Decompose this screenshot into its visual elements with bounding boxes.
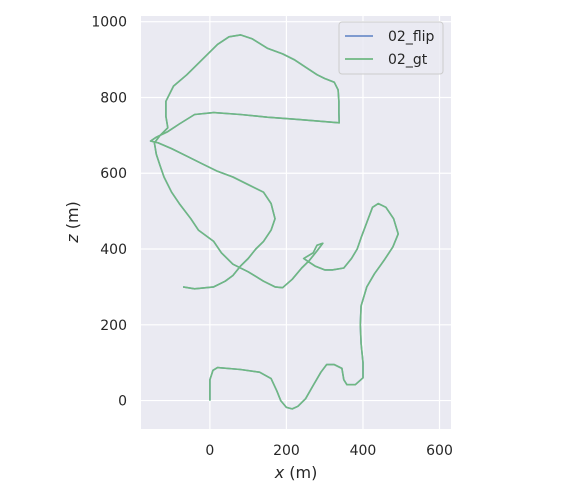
legend-box [338,21,444,75]
y-tick-label: 800 [100,90,127,106]
x-tick-label: 600 [426,443,453,459]
legend-label: 02_gt [388,52,428,68]
y-tick-label: 400 [100,242,127,258]
legend: 02_flip 02_gt [338,21,444,75]
x-tick-labels: 0 200 400 600 [205,443,452,459]
y-axis-label: z (m) [63,201,82,244]
y-tick-label: 600 [100,166,127,182]
y-tick-label: 1000 [91,15,127,31]
legend-label: 02_flip [388,29,435,45]
y-tick-label: 0 [118,394,127,410]
x-tick-label: 200 [273,443,300,459]
series-layer [149,34,399,410]
series-line-02_gt [149,34,399,410]
x-axis-label: x (m) [274,463,318,482]
x-tick-label: 0 [205,443,214,459]
y-tick-labels: 0 200 400 600 800 1000 [91,15,127,410]
plot-area [141,16,451,429]
x-tick-label: 400 [350,443,377,459]
y-tick-label: 200 [100,318,127,334]
